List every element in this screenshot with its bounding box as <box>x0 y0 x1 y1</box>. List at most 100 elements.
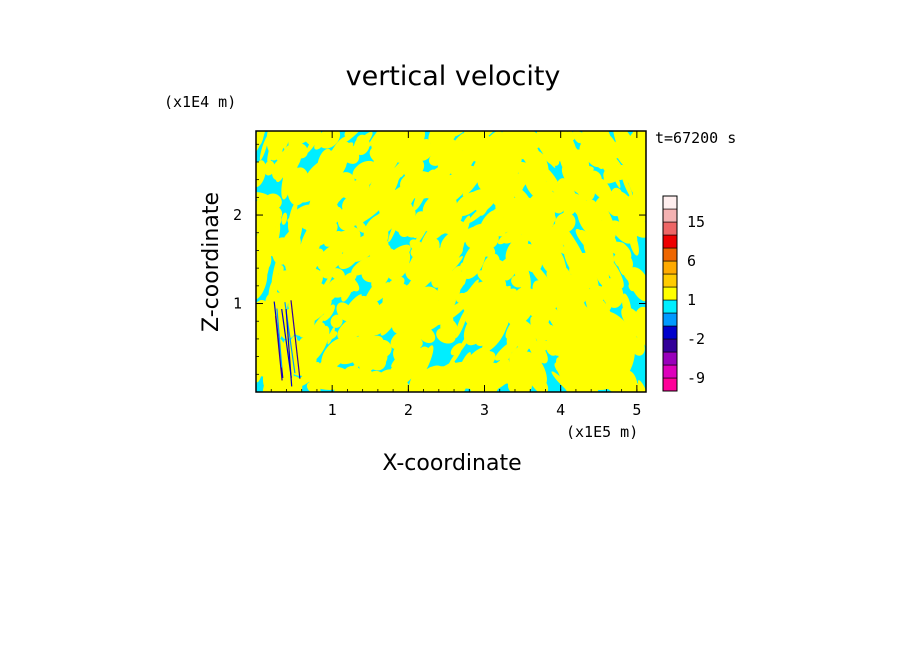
updraft-patch <box>368 131 389 147</box>
updraft-patch <box>534 131 554 145</box>
updraft-patch <box>353 136 370 156</box>
updraft-patch <box>455 235 467 249</box>
updraft-patch <box>373 369 397 392</box>
updraft-patch <box>622 370 638 392</box>
colorbar-segment <box>662 195 678 210</box>
updraft-patch <box>552 143 562 160</box>
updraft-patch <box>408 314 429 342</box>
colorbar-segment <box>662 273 678 288</box>
updraft-patch <box>410 301 424 318</box>
updraft-patch <box>323 281 335 296</box>
time-label: t=67200 s <box>655 129 736 147</box>
colorbar-segment <box>662 299 678 314</box>
updraft-patch <box>266 235 274 260</box>
updraft-patch <box>256 160 266 188</box>
updraft-patch <box>256 202 265 213</box>
updraft-patch <box>594 195 615 213</box>
updraft-patch <box>340 131 365 144</box>
updraft-patch <box>290 255 318 285</box>
updraft-patch <box>264 193 282 210</box>
updraft-patch <box>428 131 445 144</box>
updraft-patch <box>428 145 440 157</box>
updraft-patch <box>275 145 292 183</box>
updraft-patch <box>436 327 456 344</box>
updraft-patch <box>294 321 312 336</box>
updraft-patch <box>309 176 322 188</box>
colorbar-segment <box>662 286 678 301</box>
updraft-patch <box>290 335 314 365</box>
colorbar-label: 1 <box>687 291 696 309</box>
updraft-patch <box>563 241 587 279</box>
colorbar-segment <box>662 221 678 236</box>
updraft-patch <box>423 295 457 325</box>
updraft-patch <box>637 283 645 294</box>
updraft-patch <box>596 219 619 254</box>
updraft-patch <box>448 132 468 160</box>
updraft-patch <box>522 155 548 182</box>
updraft-patch <box>616 242 628 258</box>
updraft-patch <box>554 362 568 377</box>
updraft-patch <box>540 248 567 278</box>
updraft-patch <box>592 255 610 288</box>
updraft-patch <box>284 335 298 371</box>
updraft-patch <box>462 131 482 155</box>
updraft-patch <box>330 314 343 328</box>
colorbar-segment <box>662 247 678 262</box>
updraft-patch <box>380 140 399 153</box>
updraft-patch <box>418 368 439 390</box>
updraft-patch <box>450 186 463 197</box>
updraft-patch <box>514 298 535 317</box>
updraft-patch <box>270 210 279 229</box>
updraft-patch <box>554 137 585 169</box>
updraft-patch <box>600 160 617 181</box>
updraft-patch <box>442 265 464 286</box>
colorbar-segment <box>662 377 678 392</box>
updraft-patch <box>272 222 281 250</box>
updraft-patch <box>498 160 515 174</box>
y-axis: 12 <box>233 143 646 375</box>
updraft-patch <box>360 280 380 313</box>
updraft-patch <box>394 214 418 233</box>
updraft-patch <box>289 298 313 325</box>
colorbar-label: -2 <box>687 330 705 348</box>
updraft-patch <box>319 151 345 172</box>
updraft-patch <box>487 223 506 237</box>
updraft-patch <box>293 147 302 168</box>
plot-area <box>256 131 646 392</box>
x-tick-label: 1 <box>328 401 337 419</box>
updraft-patch <box>479 200 489 216</box>
downdraft-streak <box>290 300 301 379</box>
strong-downdraft-streaks <box>273 300 301 387</box>
updraft-patch <box>257 213 269 243</box>
updraft-patch <box>518 169 539 199</box>
updraft-patch <box>322 304 335 321</box>
updraft-patch <box>512 319 535 345</box>
updraft-patch <box>337 312 373 341</box>
updraft-patch <box>400 171 440 199</box>
updraft-patch <box>486 298 514 325</box>
updraft-patch <box>498 337 516 370</box>
updraft-patch <box>634 306 646 337</box>
updraft-patch <box>564 175 574 203</box>
updraft-patch <box>498 139 513 154</box>
x-axis: 1 2 3 4 5 <box>270 131 641 419</box>
updraft-patch <box>539 328 556 341</box>
updraft-patch <box>314 140 323 150</box>
updraft-patch <box>588 266 600 296</box>
updraft-patch <box>366 251 389 269</box>
updraft-patch <box>268 279 278 304</box>
updraft-patch <box>463 310 490 346</box>
updraft-patch <box>464 238 493 260</box>
updraft-patch <box>287 167 310 206</box>
updraft-patch <box>455 308 468 339</box>
updraft-patch <box>358 188 381 207</box>
colorbar-segment <box>662 338 678 353</box>
updraft-patch <box>586 200 606 221</box>
updraft-patch <box>376 351 388 366</box>
x-tick-label: 5 <box>632 401 641 419</box>
colorbar-segment <box>662 208 678 223</box>
updraft-patch <box>281 212 288 225</box>
updraft-patch <box>621 174 634 199</box>
updraft-patch <box>343 184 352 196</box>
updraft-patch <box>525 193 555 237</box>
